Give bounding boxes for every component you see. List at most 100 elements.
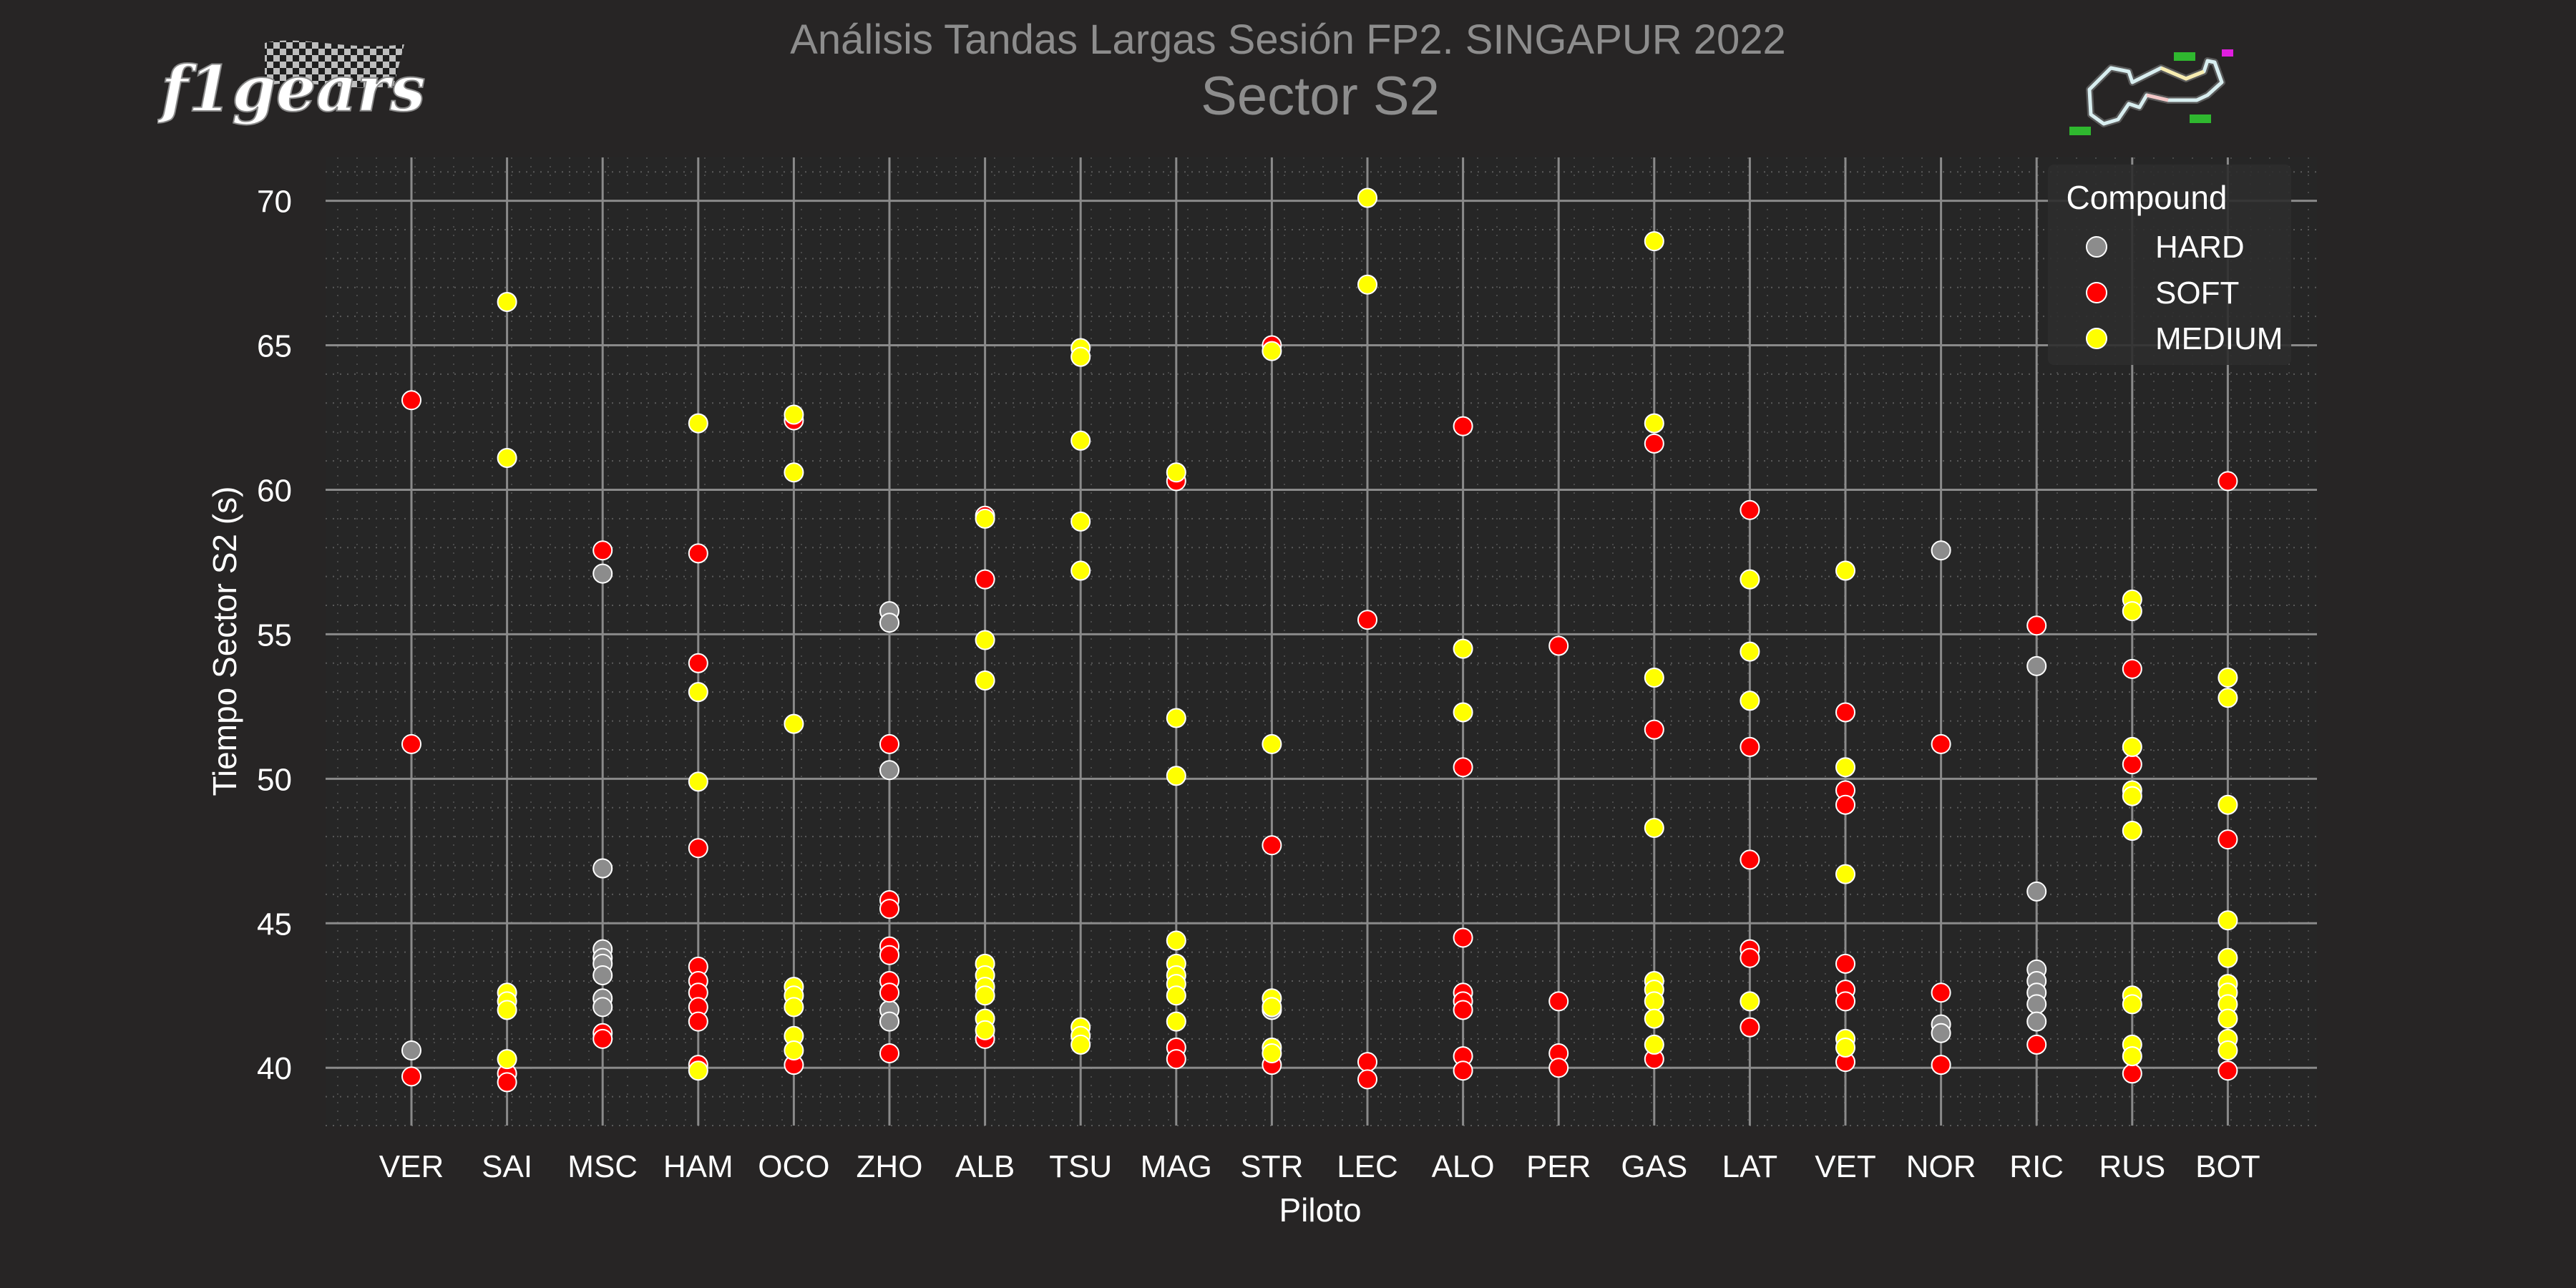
legend: Compound HARD SOFT MEDIUM	[2048, 165, 2291, 365]
data-point-medium	[688, 413, 708, 434]
data-point-medium	[1740, 641, 1760, 662]
x-tick-label: MSC	[567, 1149, 638, 1184]
singapore-circuit-map-icon	[2069, 49, 2233, 135]
data-point-medium	[1835, 560, 1855, 581]
data-point-medium	[1070, 511, 1091, 532]
data-point-medium	[975, 1020, 995, 1040]
x-tick-label: RUS	[2099, 1149, 2165, 1184]
data-point-medium	[2218, 1008, 2238, 1029]
data-point-medium	[1357, 187, 1377, 208]
x-tick-label: LAT	[1722, 1149, 1777, 1184]
data-point-medium	[1070, 346, 1091, 367]
data-point-medium	[1166, 766, 1186, 786]
data-point-hard	[2026, 881, 2047, 902]
data-point-soft	[401, 733, 421, 754]
data-point-soft	[2026, 1034, 2047, 1055]
x-tick-label: RIC	[2009, 1149, 2064, 1184]
data-point-medium	[2122, 736, 2142, 757]
data-point-medium	[1166, 708, 1186, 728]
data-point-soft	[1835, 953, 1855, 974]
data-point-medium	[1835, 1037, 1855, 1058]
data-point-soft	[1740, 849, 1760, 870]
data-point-hard	[2026, 1011, 2047, 1032]
data-point-soft	[2122, 754, 2142, 775]
data-point-hard	[879, 1011, 899, 1032]
x-tick-label: STR	[1240, 1149, 1303, 1184]
y-tick-label: 65	[257, 329, 292, 364]
x-tick-label: HAM	[663, 1149, 733, 1184]
data-point-soft	[1740, 499, 1760, 520]
data-point-medium	[1166, 985, 1186, 1006]
y-tick-label: 40	[257, 1051, 292, 1086]
x-tick-label: GAS	[1621, 1149, 1687, 1184]
data-point-hard	[879, 760, 899, 781]
data-point-medium	[1740, 691, 1760, 711]
data-point-medium	[2218, 667, 2238, 688]
data-point-soft	[1453, 416, 1473, 436]
data-point-soft	[1453, 1000, 1473, 1020]
data-point-soft	[1835, 702, 1855, 723]
x-tick-label: OCO	[758, 1149, 829, 1184]
x-tick-label: ALO	[1432, 1149, 1495, 1184]
data-point-medium	[1357, 274, 1377, 295]
data-point-soft	[2218, 471, 2238, 492]
data-point-medium	[1262, 1043, 1282, 1064]
x-tick-label: ZHO	[857, 1149, 923, 1184]
x-tick-label: BOT	[2195, 1149, 2260, 1184]
data-point-soft	[1740, 736, 1760, 757]
checkered-flag-logo	[265, 40, 404, 88]
legend-marker	[2086, 282, 2107, 303]
x-tick-label: MAG	[1141, 1149, 1212, 1184]
data-point-medium	[975, 985, 995, 1006]
data-point-soft	[1931, 982, 1951, 1003]
data-point-medium	[1644, 991, 1664, 1012]
data-point-medium	[784, 404, 804, 425]
data-point-soft	[1453, 757, 1473, 778]
data-point-soft	[688, 838, 708, 859]
data-point-medium	[975, 630, 995, 650]
data-point-medium	[784, 1040, 804, 1060]
data-point-hard	[592, 997, 613, 1018]
data-point-medium	[1644, 1034, 1664, 1055]
data-point-soft	[688, 1011, 708, 1032]
data-point-medium	[1835, 864, 1855, 884]
data-point-medium	[1644, 818, 1664, 839]
data-point-medium	[2122, 1046, 2142, 1067]
data-point-medium	[1835, 757, 1855, 778]
data-point-soft	[688, 653, 708, 673]
data-point-soft	[1931, 733, 1951, 754]
data-point-soft	[879, 982, 899, 1003]
data-point-soft	[2122, 1063, 2142, 1084]
x-tick-label: NOR	[1906, 1149, 1976, 1184]
logo-text: f1gears	[157, 52, 426, 126]
data-point-medium	[1262, 997, 1282, 1018]
data-point-soft	[592, 1028, 613, 1049]
legend-marker	[2086, 236, 2107, 258]
data-point-soft	[1644, 433, 1664, 454]
f1gears-logo: f1gears	[157, 40, 426, 127]
data-point-medium	[784, 713, 804, 734]
data-point-soft	[2218, 1060, 2238, 1081]
data-point-medium	[1740, 569, 1760, 590]
data-point-medium	[1166, 930, 1186, 951]
data-point-soft	[1835, 991, 1855, 1012]
data-point-medium	[975, 508, 995, 529]
x-tick-label: PER	[1526, 1149, 1591, 1184]
y-axis-ticks: 40 45 50 55 60 65 70	[257, 185, 292, 1087]
chart-subtitle: Sector S2	[1201, 66, 1440, 127]
data-point-soft	[1548, 635, 1569, 656]
data-point-soft	[1548, 1058, 1569, 1078]
data-point-medium	[497, 291, 517, 312]
data-point-medium	[1644, 231, 1664, 252]
data-point-medium	[688, 1060, 708, 1081]
x-axis-ticks: VER SAI MSC HAM OCO ZHO ALB TSU MAG STR LEC ALO PER G…	[379, 1149, 2260, 1184]
data-point-soft	[879, 945, 899, 965]
data-point-medium	[688, 771, 708, 792]
x-tick-label: VET	[1815, 1149, 1876, 1184]
data-point-medium	[497, 1049, 517, 1070]
y-tick-label: 70	[257, 185, 292, 220]
data-point-soft	[2026, 615, 2047, 636]
data-point-medium	[1644, 1008, 1664, 1029]
data-point-hard	[879, 613, 899, 633]
